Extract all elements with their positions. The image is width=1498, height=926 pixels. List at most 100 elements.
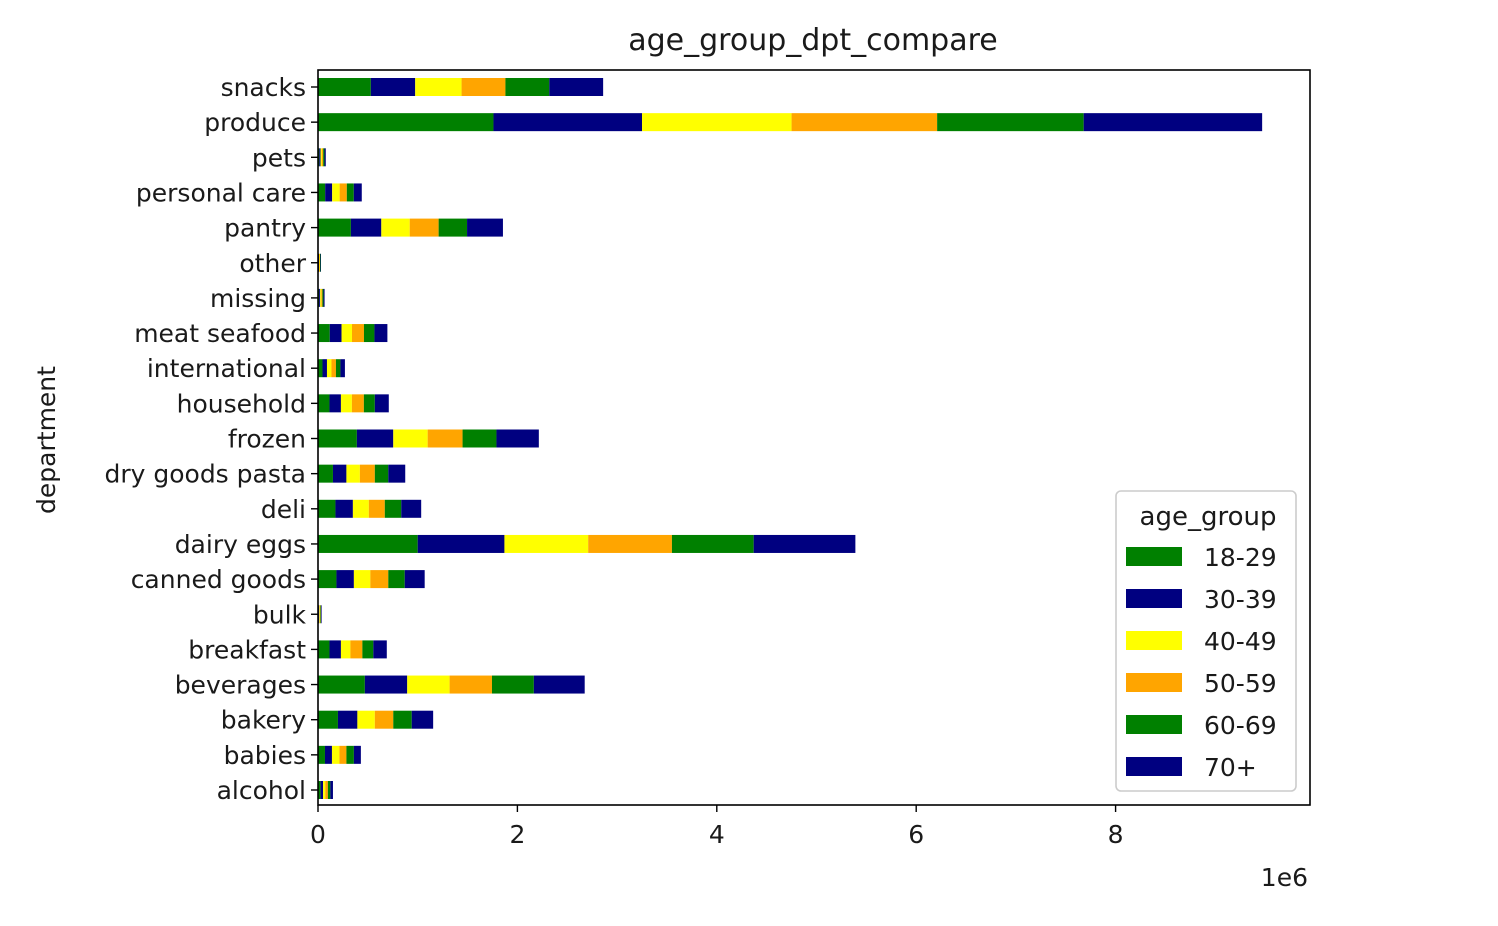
bar-segment: [642, 113, 792, 131]
bar-segment: [320, 289, 321, 307]
bar-segment: [322, 148, 323, 166]
bar-segment: [672, 535, 754, 553]
bar-segment: [375, 711, 393, 729]
legend-title: age_group: [1140, 502, 1277, 532]
bar-segment: [505, 78, 549, 96]
x-tick-label: 2: [509, 820, 525, 849]
bar-segment: [346, 465, 359, 483]
bar-segment: [381, 219, 409, 237]
bar-segment: [321, 781, 323, 799]
y-tick-label: breakfast: [188, 635, 306, 664]
bar-segment: [350, 640, 362, 658]
bar-segment: [318, 113, 493, 131]
y-tick-label: bakery: [221, 706, 306, 735]
bar-segment: [347, 183, 354, 201]
bar-segment: [318, 183, 325, 201]
bar-segment: [324, 148, 325, 166]
bar-segment: [333, 465, 346, 483]
bar-segment: [371, 78, 415, 96]
y-tick-label: missing: [210, 284, 306, 313]
y-tick-label: dry goods pasta: [104, 460, 306, 489]
bar-segment: [322, 359, 326, 377]
legend-label: 30-39: [1204, 585, 1277, 614]
bar-segment: [330, 324, 342, 342]
y-tick-label: beverages: [175, 671, 306, 700]
bar-segment: [401, 500, 421, 518]
bar-segment: [370, 570, 388, 588]
bar-segment: [319, 605, 320, 623]
bar-segment: [369, 500, 385, 518]
bar-segment: [407, 676, 449, 694]
bar-segment: [375, 394, 389, 412]
bar-segment: [467, 219, 503, 237]
bar-segment: [462, 78, 506, 96]
y-tick-label: dairy eggs: [175, 530, 306, 559]
bar-segment: [329, 394, 340, 412]
y-tick-label: meat seafood: [134, 319, 306, 348]
bar-segment: [374, 324, 387, 342]
y-tick-label: produce: [204, 108, 306, 137]
bar-segment: [318, 640, 329, 658]
bar-segment: [320, 605, 321, 623]
bar-segment: [463, 430, 497, 448]
bar-segment: [327, 359, 331, 377]
bar-segment: [357, 430, 393, 448]
bar-segment: [332, 746, 339, 764]
bar-segment: [360, 465, 375, 483]
bar-segment: [342, 324, 352, 342]
bar-segment: [318, 465, 333, 483]
bar-segment: [352, 324, 364, 342]
bar-segment: [330, 781, 333, 799]
legend-label: 50-59: [1204, 669, 1277, 698]
bar-segment: [339, 746, 346, 764]
legend-label: 70+: [1204, 753, 1257, 782]
bar-segment: [319, 289, 320, 307]
bar-segment: [588, 535, 672, 553]
x-scale-label: 1e6: [1261, 863, 1308, 892]
bar-segment: [450, 676, 492, 694]
bar-segment: [365, 676, 407, 694]
bar-segment: [418, 535, 505, 553]
bar-segment: [754, 535, 856, 553]
legend-swatch: [1126, 547, 1182, 566]
legend-label: 60-69: [1204, 711, 1277, 740]
bar-segment: [375, 465, 388, 483]
bar-segment: [322, 289, 323, 307]
bar-segment: [319, 148, 320, 166]
bar-segment: [341, 394, 352, 412]
bar-segment: [338, 711, 357, 729]
bar-segment: [362, 640, 373, 658]
bar-segment: [340, 359, 344, 377]
bar-segment: [332, 183, 339, 201]
bar-segment: [318, 500, 335, 518]
bar-segment: [364, 394, 375, 412]
y-tick-label: household: [177, 389, 306, 418]
bar-segment: [393, 711, 411, 729]
bar-segment: [1084, 113, 1262, 131]
bar-segment: [336, 570, 353, 588]
x-tick-label: 6: [908, 820, 924, 849]
y-tick-label: international: [147, 354, 306, 383]
bar-segment: [439, 219, 467, 237]
bar-segment: [321, 148, 322, 166]
legend-swatch: [1126, 757, 1182, 776]
bar-segment: [388, 465, 405, 483]
x-tick-label: 4: [709, 820, 725, 849]
bar-segment: [492, 676, 534, 694]
bar-segment: [325, 781, 328, 799]
chart-title: age_group_dpt_compare: [628, 23, 998, 58]
y-tick-label: bulk: [253, 600, 307, 629]
bar-segment: [346, 746, 353, 764]
bar-segment: [318, 219, 351, 237]
bar-segment: [792, 113, 938, 131]
bar-segment: [496, 430, 538, 448]
bar-segment: [325, 183, 332, 201]
y-tick-label: canned goods: [131, 565, 306, 594]
legend-swatch: [1126, 631, 1182, 650]
bar-segment: [937, 113, 1084, 131]
bar-segment: [388, 570, 404, 588]
bar-segment: [318, 676, 365, 694]
bar-segment: [393, 430, 427, 448]
